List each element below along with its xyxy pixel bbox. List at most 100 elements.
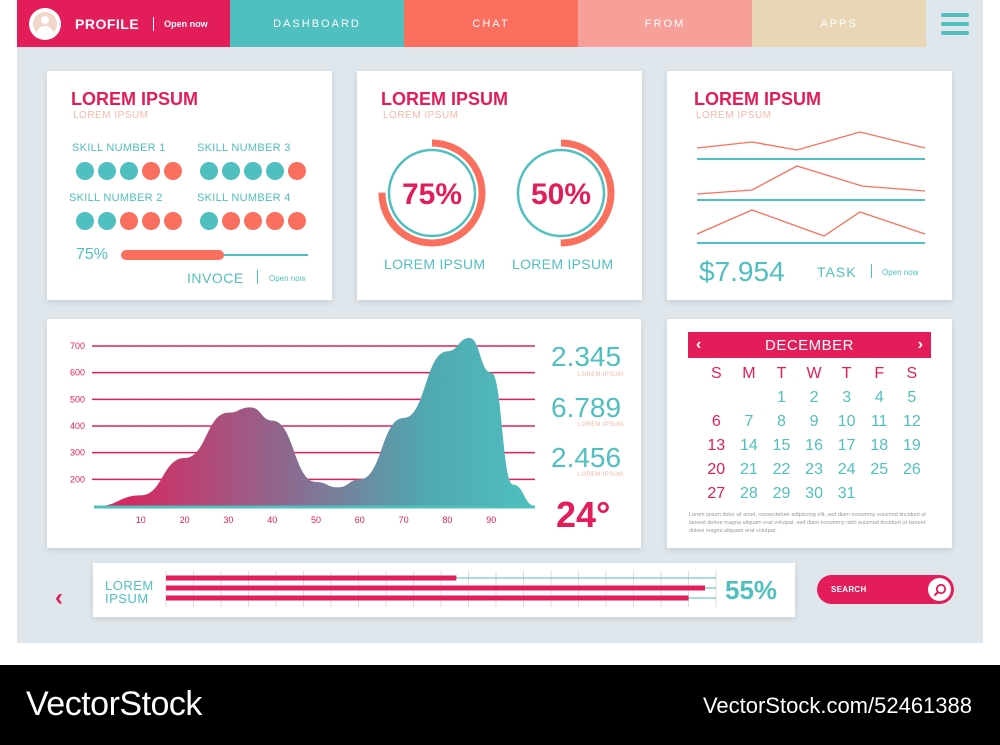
calendar-day[interactable]: 19 bbox=[902, 437, 921, 454]
divider bbox=[871, 264, 872, 278]
amount-value: $7.954 bbox=[699, 256, 785, 287]
calendar-day[interactable]: 10 bbox=[837, 413, 856, 430]
stat-label: LOREM IPSUM bbox=[578, 422, 624, 428]
calendar-day bbox=[733, 389, 766, 409]
brand-logo: VectorStock bbox=[26, 685, 202, 723]
calendar-day[interactable]: 16 bbox=[805, 437, 823, 454]
chart-x-ticks: 10 20 30 40 50 60 70 80 90 bbox=[136, 515, 496, 525]
profile-label: PROFILE bbox=[75, 15, 140, 32]
chevron-right-icon[interactable]: › bbox=[917, 336, 923, 353]
skill-dot bbox=[98, 162, 116, 180]
calendar-day[interactable]: 4 bbox=[874, 389, 884, 406]
skill-dot bbox=[120, 212, 138, 230]
skill-dot bbox=[120, 162, 138, 180]
calendar-day[interactable]: 25 bbox=[870, 461, 889, 478]
stat-label: LOREM IPSUM bbox=[578, 472, 624, 478]
search-icon[interactable] bbox=[928, 578, 951, 601]
sparkline bbox=[696, 209, 926, 244]
skill-dot bbox=[244, 212, 262, 230]
calendar-day[interactable]: 9 bbox=[809, 413, 819, 430]
skill-rating bbox=[200, 212, 306, 230]
search-label: SEARCH bbox=[831, 585, 867, 594]
nav-profile[interactable]: PROFILE Open now bbox=[17, 0, 230, 47]
skill-rating bbox=[76, 162, 182, 180]
donut-label: LOREM IPSUM bbox=[384, 256, 486, 272]
bottom-bars bbox=[165, 571, 717, 607]
chart-y-tick-label: 300 bbox=[70, 448, 85, 458]
search-bar[interactable]: SEARCH bbox=[817, 575, 954, 604]
calendar-day[interactable]: 12 bbox=[902, 413, 921, 430]
chart-x-tick-label: 80 bbox=[442, 515, 452, 525]
calendar-day[interactable]: 15 bbox=[772, 437, 791, 454]
calendar-day[interactable]: 26 bbox=[902, 461, 921, 478]
skills-card: LOREM IPSUM LOREM IPSUM SKILL NUMBER 1 S… bbox=[47, 71, 332, 300]
calendar-day[interactable]: 31 bbox=[837, 485, 856, 502]
calendar-day[interactable]: 5 bbox=[907, 389, 917, 406]
progress-percent: 75% bbox=[76, 246, 109, 263]
chevron-left-icon[interactable]: ‹ bbox=[55, 584, 63, 611]
avatar[interactable] bbox=[29, 7, 61, 40]
calendar-grid: S M T W T F S 1 2 3 4 5 6 7 8 9 10 11 12 13 14 15 16 17 18 19 20 21… bbox=[700, 365, 925, 505]
calendar-day[interactable]: 14 bbox=[739, 437, 758, 454]
calendar-day[interactable]: 29 bbox=[772, 485, 791, 502]
skill-dot bbox=[142, 212, 160, 230]
calendar-day[interactable]: 6 bbox=[711, 413, 721, 430]
calendar-day[interactable]: 13 bbox=[707, 437, 726, 454]
tab-dashboard[interactable]: DASHBOARD bbox=[230, 0, 404, 47]
calendar-day[interactable]: 11 bbox=[870, 413, 888, 430]
calendar-day[interactable]: 8 bbox=[777, 413, 786, 430]
chevron-left-icon[interactable]: ‹ bbox=[696, 336, 702, 353]
calendar-day[interactable]: 21 bbox=[739, 461, 758, 478]
calendar-day[interactable]: 27 bbox=[707, 485, 726, 502]
donut-value: 75% bbox=[402, 178, 462, 211]
calendar-day[interactable]: 7 bbox=[744, 413, 754, 430]
donut-arc bbox=[378, 139, 486, 247]
chart-y-tick-label: 200 bbox=[70, 474, 85, 484]
calendar-day[interactable]: 23 bbox=[805, 461, 823, 478]
chart-x-tick-label: 70 bbox=[399, 515, 409, 525]
calendar-day[interactable]: 22 bbox=[772, 461, 791, 478]
skill-dot bbox=[76, 212, 94, 230]
temperature-value: 24° bbox=[556, 494, 611, 535]
skill-rating bbox=[76, 212, 182, 230]
open-now-link[interactable]: Open now bbox=[882, 268, 919, 277]
chart-x-tick-label: 10 bbox=[136, 515, 146, 525]
calendar-day[interactable]: 18 bbox=[870, 437, 889, 454]
bar-fill bbox=[166, 575, 457, 581]
stat-label: LOREM IPSUM bbox=[578, 372, 624, 378]
chart-area-series bbox=[97, 338, 535, 506]
calendar-day[interactable]: 2 bbox=[809, 389, 819, 406]
progress-fill bbox=[121, 250, 224, 260]
donut-charts: 75% 50% bbox=[378, 139, 615, 247]
stat-value: 6.789 bbox=[551, 392, 622, 423]
calendar-day[interactable]: 30 bbox=[805, 485, 823, 502]
skill-dot bbox=[288, 162, 306, 180]
tab-from[interactable]: FROM bbox=[578, 0, 752, 47]
skill-dot bbox=[200, 162, 218, 180]
calendar-day[interactable]: 3 bbox=[842, 389, 852, 406]
calendar-day[interactable]: 20 bbox=[707, 461, 726, 478]
tab-chat[interactable]: CHAT bbox=[404, 0, 578, 47]
skill-label: SKILL NUMBER 2 bbox=[69, 192, 163, 204]
chart-x-tick-label: 50 bbox=[311, 515, 321, 525]
calendar-weekday: M bbox=[742, 365, 756, 382]
skill-dot bbox=[200, 212, 218, 230]
calendar-day[interactable]: 24 bbox=[837, 461, 856, 478]
calendar-day[interactable]: 1 bbox=[777, 389, 786, 406]
open-now-link[interactable]: Open now bbox=[269, 274, 306, 283]
calendar-day[interactable]: 28 bbox=[739, 485, 758, 502]
bottom-progress-card: LOREM IPSUM 55% bbox=[93, 563, 795, 617]
tab-apps[interactable]: APPS bbox=[752, 0, 926, 47]
profile-open-now-link[interactable]: Open now bbox=[164, 18, 208, 29]
chart-x-tick-label: 30 bbox=[223, 515, 233, 525]
chart-y-tick-label: 500 bbox=[70, 394, 85, 404]
calendar-day bbox=[863, 485, 896, 505]
donut-value: 50% bbox=[531, 178, 591, 211]
calendar-weekday: W bbox=[806, 365, 822, 382]
hamburger-menu-icon[interactable] bbox=[926, 0, 983, 47]
calendar-month: DECEMBER bbox=[764, 336, 854, 354]
sparkline bbox=[696, 165, 926, 201]
donut-label: LOREM IPSUM bbox=[512, 256, 614, 272]
calendar-day[interactable]: 17 bbox=[837, 437, 856, 454]
